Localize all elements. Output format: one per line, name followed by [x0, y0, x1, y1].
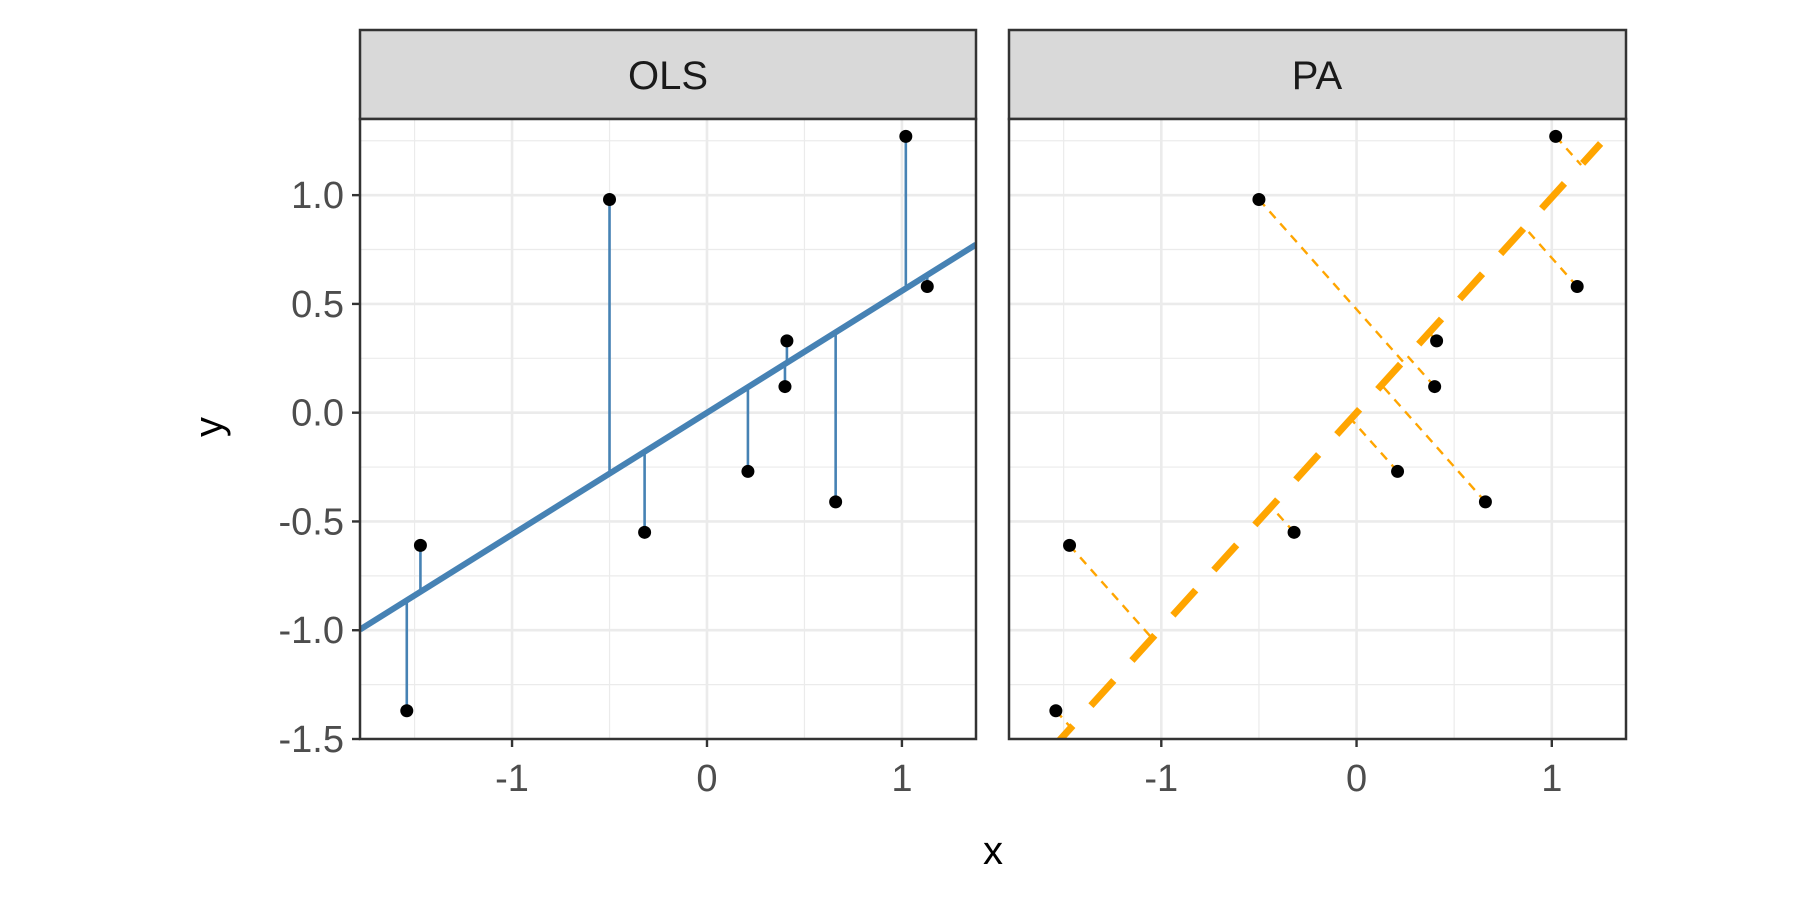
residual-segment — [1258, 198, 1404, 363]
residual-segment — [1406, 355, 1436, 388]
data-point — [1430, 334, 1444, 348]
pa-panel: PA — [1007, 28, 1628, 747]
panel-border — [1007, 117, 1628, 741]
data-point — [1287, 525, 1301, 539]
pa-strip-label: PA — [1292, 54, 1343, 98]
residual-segment — [1380, 384, 1487, 503]
x-tick-label: 1 — [1541, 758, 1562, 800]
data-point — [1478, 495, 1492, 509]
data-point — [920, 280, 934, 294]
x-tick-label: -1 — [1144, 758, 1178, 800]
data-point — [1570, 280, 1584, 294]
y-tick-label: -0.5 — [279, 501, 344, 543]
panel-background — [1009, 119, 1626, 739]
y-axis-title: y — [187, 417, 231, 437]
data-point — [741, 464, 755, 478]
residual-segment — [1523, 226, 1579, 288]
ols-plot-area — [358, 117, 978, 747]
data-point — [780, 334, 794, 348]
data-point — [1063, 538, 1077, 552]
x-tick-label: 1 — [891, 758, 912, 800]
panel-border — [358, 117, 978, 741]
fit-line — [1055, 141, 1604, 739]
x-tick-label: 0 — [696, 758, 717, 800]
data-point — [829, 495, 843, 509]
residual-segment — [1068, 544, 1153, 640]
pa-plot-area — [1007, 117, 1628, 747]
data-point — [638, 525, 652, 539]
data-point — [778, 380, 792, 394]
x-tick-label: 0 — [1346, 758, 1367, 800]
y-tick-label: -1.0 — [279, 610, 344, 652]
y-tick-label: 0.0 — [291, 393, 344, 435]
data-point — [1252, 192, 1266, 206]
data-point — [1391, 464, 1405, 478]
x-axis-title: x — [983, 829, 1003, 873]
data-point — [400, 704, 414, 718]
y-tick-label: 1.0 — [291, 175, 344, 217]
data-point — [1428, 380, 1442, 394]
data-point — [603, 192, 617, 206]
data-point — [1049, 704, 1063, 718]
panel-background — [360, 119, 976, 739]
data-point — [899, 129, 913, 143]
ols-strip-label: OLS — [628, 54, 708, 98]
y-tick-label: 0.5 — [291, 284, 344, 326]
fit-line — [360, 242, 976, 633]
x-tick-label: -1 — [495, 758, 529, 800]
data-point — [1549, 129, 1563, 143]
y-tick-label: -1.5 — [279, 719, 344, 761]
ols-strip — [358, 28, 978, 121]
residual-segment — [1350, 418, 1399, 473]
data-point — [413, 538, 427, 552]
x-axis-tick-labels: -1 0 1 -1 0 1 — [495, 758, 1562, 800]
y-axis-tick-labels: -1.5 -1.0 -0.5 0.0 0.5 1.0 — [279, 175, 360, 761]
ols-panel: OLS — [358, 28, 978, 747]
